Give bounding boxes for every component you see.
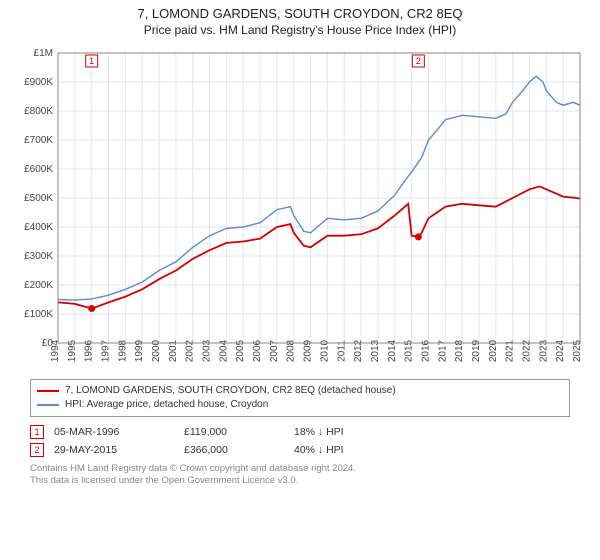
sale-date: 29-MAY-2015 [54, 444, 184, 456]
sale-point-2 [415, 233, 422, 240]
legend-row-1: HPI: Average price, detached house, Croy… [37, 398, 563, 412]
line-chart-svg: £0£100K£200K£300K£400K£500K£600K£700K£80… [10, 43, 590, 373]
sale-row-1: 1 05-MAR-1996£119,00018% ↓ HPI [30, 425, 570, 439]
sale-date: 05-MAR-1996 [54, 426, 184, 438]
legend-swatch [37, 404, 59, 406]
sales-table: 1 05-MAR-1996£119,00018% ↓ HPI 2 29-MAY-201… [30, 425, 570, 457]
svg-text:£800K: £800K [24, 106, 53, 117]
legend: 7, LOMOND GARDENS, SOUTH CROYDON, CR2 8E… [30, 379, 570, 417]
svg-text:£500K: £500K [24, 193, 53, 204]
svg-text:£200K: £200K [24, 280, 53, 291]
sale-point-1 [88, 305, 95, 312]
footer-line-1: Contains HM Land Registry data © Crown c… [30, 463, 570, 475]
chart-area: £0£100K£200K£300K£400K£500K£600K£700K£80… [10, 43, 590, 373]
sale-delta: 18% ↓ HPI [294, 426, 344, 438]
svg-text:£900K: £900K [24, 77, 53, 88]
sale-price: £366,000 [184, 444, 294, 456]
sale-marker-icon: 1 [30, 425, 44, 439]
svg-text:£700K: £700K [24, 135, 53, 146]
svg-text:£1M: £1M [34, 48, 53, 59]
sale-price: £119,000 [184, 426, 294, 438]
sale-marker-icon: 2 [30, 443, 44, 457]
svg-text:£400K: £400K [24, 222, 53, 233]
sale-delta: 40% ↓ HPI [294, 444, 344, 456]
svg-text:£600K: £600K [24, 164, 53, 175]
footer-line-2: This data is licensed under the Open Gov… [30, 475, 570, 487]
legend-label: 7, LOMOND GARDENS, SOUTH CROYDON, CR2 8E… [65, 384, 396, 398]
chart-title: 7, LOMOND GARDENS, SOUTH CROYDON, CR2 8E… [0, 6, 600, 21]
svg-text:1: 1 [89, 56, 94, 66]
legend-swatch [37, 390, 59, 392]
chart-subtitle: Price paid vs. HM Land Registry's House … [0, 23, 600, 37]
footer-attribution: Contains HM Land Registry data © Crown c… [30, 463, 570, 487]
sale-row-2: 2 29-MAY-2015£366,00040% ↓ HPI [30, 443, 570, 457]
svg-text:£100K: £100K [24, 309, 53, 320]
legend-label: HPI: Average price, detached house, Croy… [65, 398, 268, 412]
legend-row-0: 7, LOMOND GARDENS, SOUTH CROYDON, CR2 8E… [37, 384, 563, 398]
svg-text:2: 2 [416, 56, 421, 66]
svg-text:£300K: £300K [24, 251, 53, 262]
